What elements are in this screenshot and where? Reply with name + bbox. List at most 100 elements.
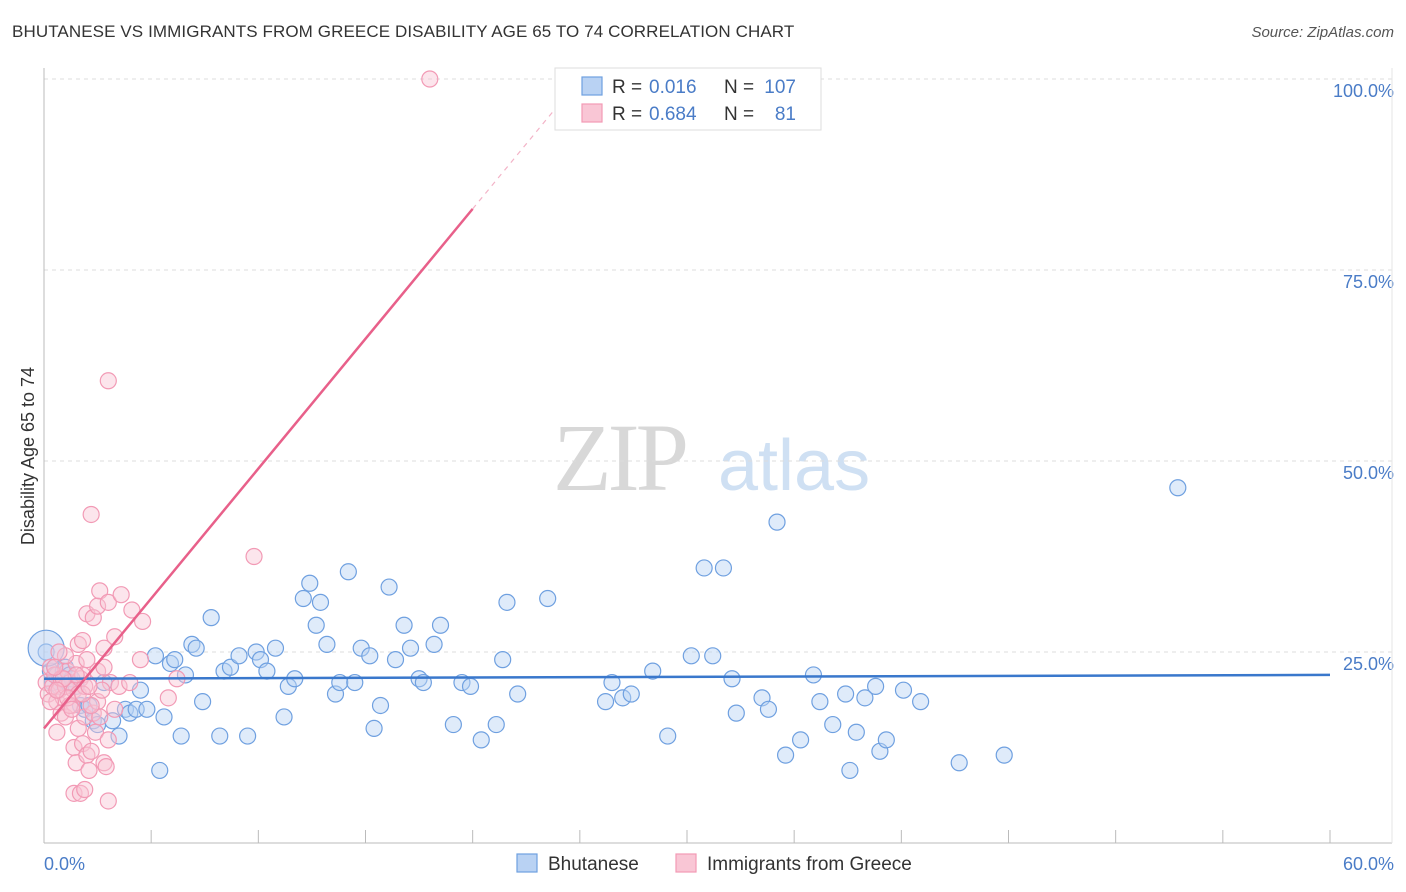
legend-bottom-pink-swatch	[675, 853, 697, 873]
chart-title: BHUTANESE VS IMMIGRANTS FROM GREECE DISA…	[12, 22, 795, 41]
bhutanese-point	[714, 559, 733, 577]
greece-point	[93, 681, 111, 699]
bhutanese-point	[172, 727, 190, 745]
bhutanese-point	[371, 696, 390, 715]
greece-point	[63, 700, 81, 718]
bhutanese-point	[704, 647, 722, 665]
bhutanese-point	[401, 639, 420, 657]
greece-point	[99, 731, 117, 749]
greece-point	[131, 651, 150, 669]
bhutanese-point	[811, 693, 829, 711]
greece-point	[123, 601, 141, 619]
trend-lines	[43, 78, 1331, 730]
bhutanese-point	[644, 662, 662, 680]
bhutanese-point	[682, 647, 700, 665]
bhutanese-point	[791, 731, 810, 749]
bhutanese-point	[995, 746, 1013, 764]
bhutanese-point	[221, 658, 240, 676]
bhutanese-point	[837, 685, 855, 703]
bhutanese-point	[166, 651, 184, 669]
greece-point	[50, 643, 68, 661]
bhutanese-point	[146, 647, 165, 665]
bhutanese-point	[275, 708, 293, 726]
y-tick-label: 100.0%	[1333, 81, 1394, 101]
bhutanese-point	[824, 715, 842, 734]
bhutanese-point	[187, 639, 205, 657]
bhutanese-point	[202, 609, 220, 627]
bhutanese-point	[395, 616, 413, 634]
greece-point	[121, 673, 139, 692]
bhutanese-point	[258, 662, 276, 680]
legend-blue-r-value: 0.016	[649, 77, 697, 98]
bhutanese-point	[307, 616, 325, 634]
bhutanese-point	[230, 647, 248, 665]
x-tick-label-min: 0.0%	[44, 854, 85, 874]
bhutanese-point	[614, 689, 632, 707]
greece-point	[73, 631, 92, 650]
y-axis-title: Disability Age 65 to 74	[18, 367, 38, 545]
legend-blue-n-value: 107	[764, 77, 796, 98]
greece-point	[91, 708, 109, 726]
bhutanese-point	[155, 708, 173, 726]
bhutanese-point	[768, 513, 786, 531]
bhutanese-point	[487, 715, 505, 734]
legend-pink-r-value: 0.684	[649, 104, 697, 125]
bhutanese-points	[27, 479, 1187, 780]
bhutanese-point	[365, 719, 383, 738]
legend-bottom-blue-label: Bhutanese	[548, 854, 639, 875]
greece-point	[91, 582, 109, 600]
greece-point	[97, 757, 115, 776]
bhutanese-point	[603, 673, 621, 692]
y-tick-label: 25.0%	[1343, 654, 1394, 674]
greece-point	[133, 612, 152, 631]
bhutanese-point	[856, 689, 874, 707]
bhutanese-point	[804, 666, 823, 684]
greece-point	[46, 658, 64, 676]
bhutanese-point	[867, 677, 885, 695]
greece-point	[82, 696, 100, 715]
bhutanese-point	[151, 761, 169, 780]
source-credit: Source: ZipAtlas.com	[1251, 24, 1394, 41]
bhutanese-point	[301, 574, 319, 592]
greece-point	[99, 593, 117, 611]
bhutanese-point	[847, 723, 865, 741]
bhutanese-point	[695, 559, 713, 577]
bhutanese-point	[950, 754, 968, 772]
legend-pink-n-value: 81	[775, 104, 796, 125]
greece-point	[112, 586, 130, 604]
bhutanese-point	[776, 746, 795, 764]
greece-point	[99, 372, 117, 390]
bhutanese-point	[659, 727, 677, 745]
bhutanese-point	[110, 727, 128, 745]
axes: 25.0% 50.0% 75.0% 100.0%	[43, 68, 1394, 844]
bhutanese-point	[294, 589, 312, 608]
bhutanese-point	[239, 727, 257, 745]
bhutanese-point	[138, 700, 156, 718]
bhutanese-point	[472, 731, 490, 749]
legend-bottom-blue-swatch	[516, 853, 538, 873]
bhutanese-trend-line	[43, 673, 1331, 680]
bhutanese-point	[539, 589, 557, 608]
watermark-atlas: atlas	[718, 426, 870, 506]
greece-point	[48, 681, 66, 699]
bhutanese-point	[841, 761, 859, 780]
bhutanese-point	[444, 715, 462, 734]
greece-point	[78, 651, 96, 669]
bhutanese-point	[498, 593, 516, 611]
bhutanese-point	[1169, 479, 1187, 497]
bhutanese-point	[509, 685, 527, 703]
legend-pink-r-label: R =	[612, 104, 642, 125]
bhutanese-point	[425, 635, 443, 653]
y-tick-label: 50.0%	[1343, 463, 1394, 483]
greece-point	[82, 505, 100, 524]
bhutanese-point	[380, 578, 398, 596]
bhutanese-point	[894, 681, 913, 699]
greece-point	[421, 70, 439, 88]
greece-point	[106, 628, 124, 646]
bhutanese-point	[461, 677, 480, 695]
bhutanese-point	[723, 670, 741, 688]
greece-point	[65, 784, 83, 802]
bhutanese-point	[727, 704, 745, 722]
bhutanese-point	[211, 727, 229, 745]
